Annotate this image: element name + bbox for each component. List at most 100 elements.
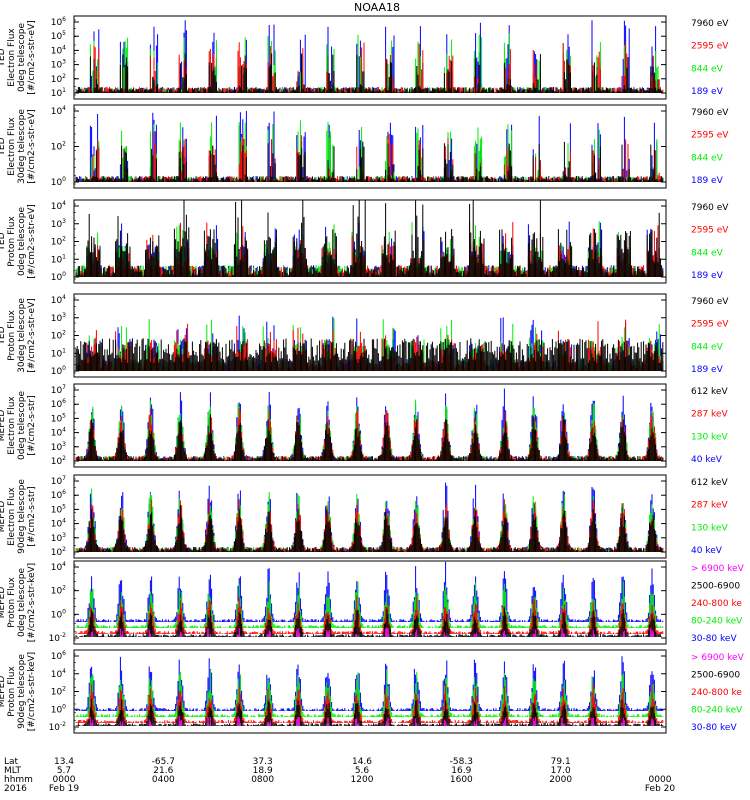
y-tick-label: 104 bbox=[51, 561, 66, 573]
x-lat-label: 37.3 bbox=[253, 757, 273, 767]
x-hhmm-label: 0400 bbox=[152, 775, 175, 785]
series-130-kev bbox=[75, 399, 664, 461]
x-hhmm-label: 1600 bbox=[450, 775, 473, 785]
y-axis-label: TEDElectron Flux0deg telescope[#/cm2-s-s… bbox=[0, 20, 37, 95]
y-tick-label: 103 bbox=[51, 59, 66, 71]
series-40-kev bbox=[75, 388, 664, 461]
y-tick-label: 103 bbox=[51, 218, 66, 230]
y-axis-label: TEDProton Flux0deg telescope[#/cm2-s-str… bbox=[0, 204, 37, 279]
x-hhmm-label: 0800 bbox=[251, 775, 274, 785]
y-tick-label: 104 bbox=[51, 427, 66, 439]
series-130-kev bbox=[75, 488, 664, 552]
series-189-ev bbox=[75, 111, 664, 182]
y-axis-label: MEPEDElectron Flux90deg telescope[#/cm2-… bbox=[0, 479, 37, 554]
series--6900-kev bbox=[89, 627, 654, 637]
legend-entry: 612 keV bbox=[691, 478, 728, 488]
x-lat-label: 13.4 bbox=[54, 757, 74, 767]
y-tick-label: 104 bbox=[51, 294, 66, 306]
series-287-kev bbox=[75, 499, 664, 552]
legend-entry: 30-80 keV bbox=[691, 723, 737, 733]
legend-entry: 240-800 ke bbox=[691, 599, 742, 609]
legend-entry: 844 eV bbox=[691, 153, 724, 163]
y-tick-label: 100 bbox=[51, 365, 66, 377]
x-lat-label: 79.1 bbox=[551, 757, 571, 767]
series-189-ev bbox=[75, 20, 664, 93]
x-mlt-label: 18.9 bbox=[253, 766, 273, 776]
series-7960-ev bbox=[75, 200, 664, 277]
panel-8: 10-2 100 102 104 106 MEPEDProton Flux90deg te… bbox=[0, 649, 745, 734]
y-tick-label: 100 bbox=[51, 271, 66, 283]
y-tick-label: 104 bbox=[51, 105, 66, 117]
y-axis-label: MEPEDElectron Flux0deg telescope[#/cm2-s… bbox=[0, 391, 37, 461]
series-2595-ev bbox=[75, 42, 664, 93]
legend-entry: 189 eV bbox=[691, 87, 724, 97]
series-7960-ev bbox=[75, 53, 664, 93]
x-mlt-label: 16.9 bbox=[451, 766, 471, 776]
y-tick-label: 105 bbox=[51, 412, 66, 424]
legend-entry: 2595 eV bbox=[691, 131, 729, 141]
y-tick-label: 102 bbox=[51, 330, 66, 342]
y-tick-label: 106 bbox=[51, 489, 66, 501]
data-traces bbox=[75, 482, 664, 552]
y-tick-label: 102 bbox=[51, 236, 66, 248]
series-240-800-ke bbox=[75, 683, 664, 723]
series-7960-ev bbox=[75, 141, 664, 182]
y-tick-label: 106 bbox=[51, 398, 66, 410]
panel-2: 100 102 104 TEDElectron Flux30deg telescope… bbox=[0, 104, 729, 189]
legend-entry: 30-80 keV bbox=[691, 634, 737, 644]
legend-entry: > 6900 keV bbox=[691, 564, 745, 574]
legend-entry: 7960 eV bbox=[691, 297, 729, 307]
y-tick-label: 102 bbox=[51, 546, 66, 558]
legend-entry: 189 eV bbox=[691, 271, 724, 281]
y-tick-label: 102 bbox=[51, 73, 66, 85]
y-tick-label: 104 bbox=[51, 44, 66, 56]
data-traces bbox=[75, 561, 664, 637]
legend-entry: 40 keV bbox=[691, 546, 723, 556]
x-row-label: hhmm bbox=[4, 775, 33, 785]
panel-4: 100 101 102 103 104 TEDProton Flux30deg teles… bbox=[0, 293, 729, 378]
plot-frame bbox=[73, 104, 667, 189]
data-traces bbox=[75, 20, 664, 93]
legend-entry: 7960 eV bbox=[691, 108, 729, 118]
x-hhmm-label: 1200 bbox=[351, 775, 374, 785]
panel-3: 100 101 102 103 104 TEDProton Flux0deg telesc… bbox=[0, 199, 729, 284]
legend-entry: 2500-6900 bbox=[691, 671, 740, 681]
legend-entry: 287 keV bbox=[691, 410, 728, 420]
y-tick-label: 104 bbox=[51, 518, 66, 530]
data-traces bbox=[75, 315, 664, 371]
y-tick-label: 103 bbox=[51, 532, 66, 544]
series--6900-kev bbox=[89, 716, 654, 726]
legend-entry: > 6900 keV bbox=[691, 653, 745, 663]
y-tick-label: 102 bbox=[51, 455, 66, 467]
y-tick-label: 102 bbox=[51, 585, 66, 597]
x-row-label: MLT bbox=[4, 766, 22, 776]
series-2500-6900 bbox=[75, 698, 664, 726]
data-traces bbox=[75, 200, 664, 277]
y-tick-label: 102 bbox=[51, 141, 66, 153]
series-612-kev bbox=[76, 505, 664, 552]
y-axis-label: MEPEDProton Flux0deg telescope[#/cm2-s-s… bbox=[0, 563, 37, 642]
y-tick-label: 104 bbox=[51, 200, 66, 212]
y-tick-label: 105 bbox=[51, 503, 66, 515]
legend-entry: 7960 eV bbox=[691, 19, 729, 29]
x-lat-label: 14.6 bbox=[352, 757, 372, 767]
plot-frame bbox=[73, 15, 667, 100]
legend-entry: 189 eV bbox=[691, 176, 724, 186]
y-tick-label: 106 bbox=[51, 16, 66, 28]
legend-entry: 80-240 keV bbox=[691, 706, 743, 716]
y-tick-label: 107 bbox=[51, 384, 66, 396]
legend-entry: 612 keV bbox=[691, 387, 728, 397]
x-mlt-label: 5.6 bbox=[355, 766, 370, 776]
y-axis-label: TEDElectron Flux30deg telescope[#/cm2-s-… bbox=[0, 109, 37, 184]
y-tick-label: 101 bbox=[51, 87, 66, 99]
legend-entry: 80-240 keV bbox=[691, 617, 743, 627]
series-30-80-kev bbox=[75, 656, 664, 711]
y-tick-label: 107 bbox=[51, 475, 66, 487]
data-traces bbox=[75, 111, 664, 182]
y-tick-label: 101 bbox=[51, 347, 66, 359]
series-287-kev bbox=[75, 408, 664, 461]
legend-entry: 130 keV bbox=[691, 432, 728, 442]
legend-entry: 2595 eV bbox=[691, 320, 729, 330]
panel-5: 102 103 104 105 106 107 MEPEDElectron Flux0deg… bbox=[0, 383, 728, 468]
